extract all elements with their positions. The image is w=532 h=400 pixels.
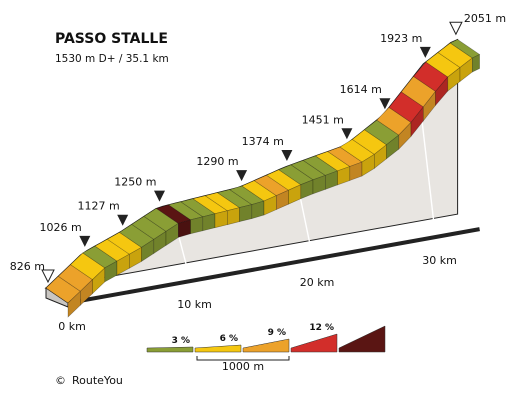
distance-axis: 0 km 10 km 20 km 30 km — [58, 254, 457, 333]
elevation-label: 1250 m — [114, 176, 156, 189]
legend-swatch — [194, 344, 242, 353]
waypoint-marker — [236, 170, 248, 182]
elevation-label: 1026 m — [40, 221, 82, 234]
scale-bar — [196, 356, 290, 361]
waypoint-marker-hollow — [41, 269, 55, 284]
baseline — [67, 227, 480, 305]
elevation-label: 1451 m — [302, 113, 344, 126]
distance-tick-label: 10 km — [177, 298, 212, 311]
elevation-label: 1290 m — [196, 155, 238, 168]
copyright: © RouteYou — [55, 374, 123, 387]
distance-tick-label: 20 km — [300, 276, 335, 289]
distance-tick-label: 0 km — [58, 320, 86, 333]
waypoint-marker-hollow — [449, 21, 463, 36]
distance-tick-label: 30 km — [422, 254, 457, 267]
elevation-label: 826 m — [10, 260, 45, 273]
gradient-segment-face — [471, 54, 480, 73]
legend-swatch — [242, 338, 290, 353]
gradient-segment-face — [202, 213, 216, 232]
brand-name: RouteYou — [72, 374, 123, 387]
legend-swatch — [290, 333, 338, 353]
chart-title: PASSO STALLE — [55, 31, 168, 47]
waypoint-marker — [154, 190, 165, 202]
gradient-segment-face — [190, 216, 204, 235]
legend-swatch — [146, 346, 194, 353]
annotation-layer: 826 m 1026 m 1127 m 1250 m 1290 m 1374 m 1451 … — [10, 12, 506, 284]
gradient-legend: 3 % 6 % 9 % 12 % 1000 m — [146, 323, 386, 373]
gradient-segment-face — [227, 207, 240, 226]
scale-bar-label: 1000 m — [222, 360, 264, 373]
elevation-label: 1127 m — [78, 200, 120, 213]
copyright-symbol: © — [55, 374, 66, 387]
legend-swatch — [338, 325, 386, 353]
legend-gradient-label: 12 % — [309, 323, 334, 333]
gradient-segment-face — [239, 204, 253, 222]
elevation-label: 1374 m — [242, 135, 284, 148]
elevation-label: 2051 m — [464, 12, 506, 25]
profile-layer — [44, 38, 481, 318]
elevation-label: 1614 m — [340, 83, 382, 96]
gradient-segment-face — [214, 210, 228, 229]
legend-gradient-label: 3 % — [172, 336, 190, 346]
legend-gradient-label: 6 % — [220, 334, 238, 344]
waypoint-marker — [341, 128, 353, 140]
elevation-label: 1923 m — [380, 32, 422, 45]
waypoint-marker — [419, 46, 431, 58]
chart-subtitle: 1530 m D+ / 35.1 km — [55, 53, 169, 65]
waypoint-marker — [117, 214, 129, 226]
waypoint-marker — [281, 150, 293, 161]
legend-gradient-label: 9 % — [268, 328, 286, 338]
waypoint-marker — [79, 235, 91, 247]
waypoint-marker — [379, 98, 391, 110]
